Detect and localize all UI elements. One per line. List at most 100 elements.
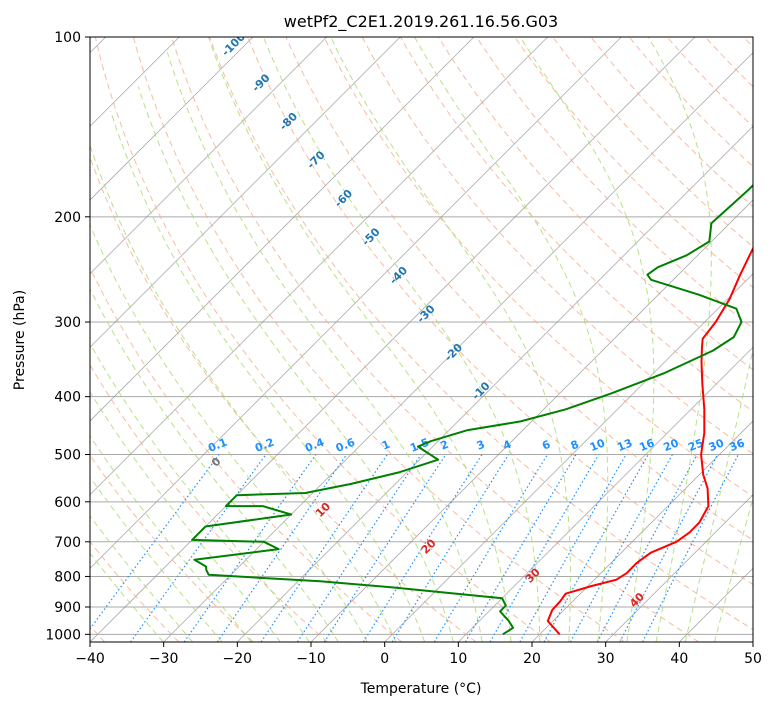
moist-adiabat-line: [90, 435, 252, 642]
y-tick-label: 200: [54, 210, 81, 226]
x-tick-label: −10: [296, 651, 326, 667]
dry-adiabat-line: [628, 37, 753, 168]
y-tick-label: 700: [54, 535, 81, 551]
moist-adiabat-line: [110, 110, 426, 642]
moist-adiabat-line: [414, 37, 609, 642]
moist-adiabat-line: [90, 223, 368, 642]
y-axis-label: Pressure (hPa): [12, 290, 28, 390]
isotherm-line: [310, 199, 753, 642]
mixing-ratio-label: 3: [475, 438, 487, 453]
moist-adiabat-line: [90, 342, 310, 642]
dry-adiabat-line: [90, 155, 477, 642]
isotherm-line: [90, 37, 622, 569]
x-tick-label: 50: [744, 651, 762, 667]
x-tick-label: 40: [670, 651, 688, 667]
mixing-ratio-line: [464, 454, 577, 642]
mixing-ratio-line: [183, 454, 317, 642]
moist-adiabat-line: [137, 86, 454, 642]
mixing-ratio-label: 10: [588, 436, 607, 454]
mixing-ratio-line: [519, 454, 627, 642]
dry-adiabat-line: [90, 454, 254, 642]
dry-adiabat-line: [209, 37, 753, 631]
moist-adiabat-line: [207, 37, 512, 642]
moist-adiabat-line: [647, 37, 712, 642]
mixing-ratio-line: [596, 454, 698, 642]
isotherm-line: [90, 37, 401, 348]
mixing-ratio-label: 1: [380, 438, 392, 453]
x-tick-label: 0: [380, 651, 389, 667]
dewpoint-profile-line: [191, 183, 753, 636]
mixing-ratio-label: 16: [637, 436, 656, 454]
dry-adiabats: [90, 37, 753, 642]
dry-adiabat-line: [90, 266, 403, 642]
mixing-ratio-label: 36: [728, 436, 747, 454]
isotherm-line: [384, 273, 753, 642]
y-tick-label: 100: [54, 30, 81, 46]
mixing-ratio-line: [296, 454, 422, 642]
moist-adiabat-line: [90, 143, 397, 642]
isotherm-line: [90, 37, 696, 642]
mixing-ratio-line: [216, 454, 348, 642]
mixing-ratio-line: [90, 454, 220, 630]
dry-adiabat-line: [171, 37, 700, 642]
mixing-ratio-label: 8: [569, 438, 581, 453]
isotherm-line: [458, 346, 753, 642]
dry-adiabat-line: [399, 37, 753, 413]
moist-adiabat-line: [262, 37, 541, 642]
isotherm-line: [90, 37, 327, 275]
moist-adiabat-line: [519, 37, 655, 642]
dry-adiabat-line: [132, 37, 625, 642]
plot-frame: [89, 36, 754, 643]
y-tick-label: 900: [54, 600, 81, 616]
moist-adiabat-line: [90, 287, 339, 642]
isotherm-line: [90, 37, 475, 422]
isotherm-line: [605, 494, 753, 642]
y-tick-label: 500: [54, 448, 81, 464]
isotherm-line: [90, 37, 548, 496]
moist-adiabats: [90, 37, 753, 642]
dry-adiabat-line: [361, 37, 753, 455]
x-tick-label: −40: [75, 651, 105, 667]
mixing-ratio-label: 2: [439, 438, 451, 453]
x-tick-label: 30: [597, 651, 615, 667]
mixing-ratio-line: [260, 454, 388, 642]
dry-adiabat-line: [476, 37, 753, 329]
x-tick-label: 20: [523, 651, 541, 667]
dry-adiabat-line: [94, 37, 551, 642]
isobar-grid: [90, 37, 753, 635]
y-axis-ticks: 100 200 300 400 500 600 700 800 900 1000: [45, 30, 90, 643]
y-tick-label: 400: [54, 390, 81, 406]
mixing-ratio-line: [433, 454, 549, 642]
y-tick-label: 600: [54, 495, 81, 511]
y-tick-label: 1000: [45, 627, 81, 643]
mixing-ratio-line: [569, 454, 673, 642]
moist-adiabat-line: [684, 346, 753, 642]
chart-title: wetPf2_C2E1.2019.261.16.56.G03: [284, 12, 558, 32]
mixing-ratio-line: [323, 454, 447, 642]
sounding-series: [191, 183, 753, 636]
moist-adiabat-line: [166, 51, 483, 642]
mixing-ratio-label: 13: [615, 436, 634, 454]
temperature-profile-line: [546, 246, 753, 635]
mixing-ratio-label: 30: [707, 436, 726, 454]
mixing-ratio-label: 25: [686, 436, 705, 454]
dry-adiabat-line: [590, 37, 753, 208]
x-tick-label: 10: [449, 651, 467, 667]
x-tick-label: −20: [223, 651, 253, 667]
moist-adiabat-line: [90, 552, 164, 642]
isotherm-line: [90, 37, 254, 201]
y-tick-label: 800: [54, 569, 81, 585]
moist-adiabat-line: [90, 390, 281, 642]
moist-adiabat-line: [330, 37, 571, 642]
mixing-ratio-label: 20: [662, 436, 681, 454]
isotherm-line: [531, 420, 753, 642]
mixing-ratio-line: [489, 454, 600, 642]
moist-adiabat-line: [714, 496, 753, 642]
isotherm-line: [237, 125, 753, 642]
x-axis-label: Temperature (°C): [360, 681, 482, 697]
dry-adiabat-line: [323, 37, 753, 498]
mixing-ratio-line: [130, 454, 267, 642]
x-tick-label: −30: [149, 651, 179, 667]
